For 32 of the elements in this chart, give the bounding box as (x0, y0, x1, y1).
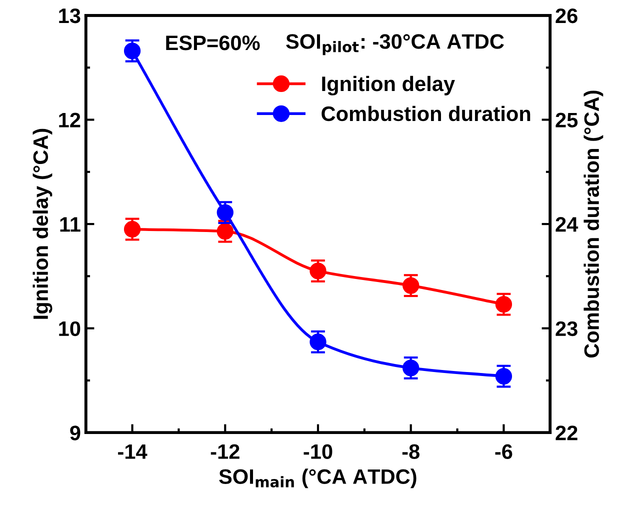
point (124, 42, 141, 60)
legend-label: Ignition delay (322, 76, 455, 96)
point (216, 204, 234, 221)
point (402, 360, 420, 376)
y-tick-label: 10 (59, 321, 80, 336)
legend-label: Combustion duration (322, 106, 530, 122)
annotation: SOI$_{pilot}$: -30°CA ATDC (286, 34, 504, 56)
annotation: ESP=60% (166, 35, 260, 50)
y2-tick-label: 26 (556, 8, 578, 24)
point (495, 368, 512, 385)
x-tick-label: -12 (210, 444, 240, 459)
x-tick-label: -10 (304, 444, 332, 460)
point (310, 262, 326, 280)
y-tick-label: 13 (59, 8, 80, 24)
x-tick-label: -8 (402, 444, 420, 460)
y2-tick-label: 23 (556, 321, 578, 336)
point (310, 334, 326, 350)
y2-axis-title: Combustion duration (°CA) (584, 90, 604, 358)
y-tick-label: 11 (60, 217, 80, 232)
x-axis-title: SOI$_{main}$ (°CA ATDC) (219, 468, 416, 488)
x-tick-label: -14 (118, 444, 148, 459)
y2-tick-label: 24 (556, 217, 578, 232)
y2-tick-label: 22 (556, 426, 578, 440)
point (402, 277, 420, 294)
point (216, 222, 234, 240)
point (495, 296, 512, 313)
y-axis-title: Ignition delay (°CA) (32, 128, 52, 319)
y2-tick-label: 25 (556, 112, 578, 128)
y-tick-label: 12 (59, 112, 80, 128)
x-tick-label: -6 (495, 444, 512, 460)
y-tick-label: 9 (70, 426, 80, 440)
point (124, 220, 141, 238)
